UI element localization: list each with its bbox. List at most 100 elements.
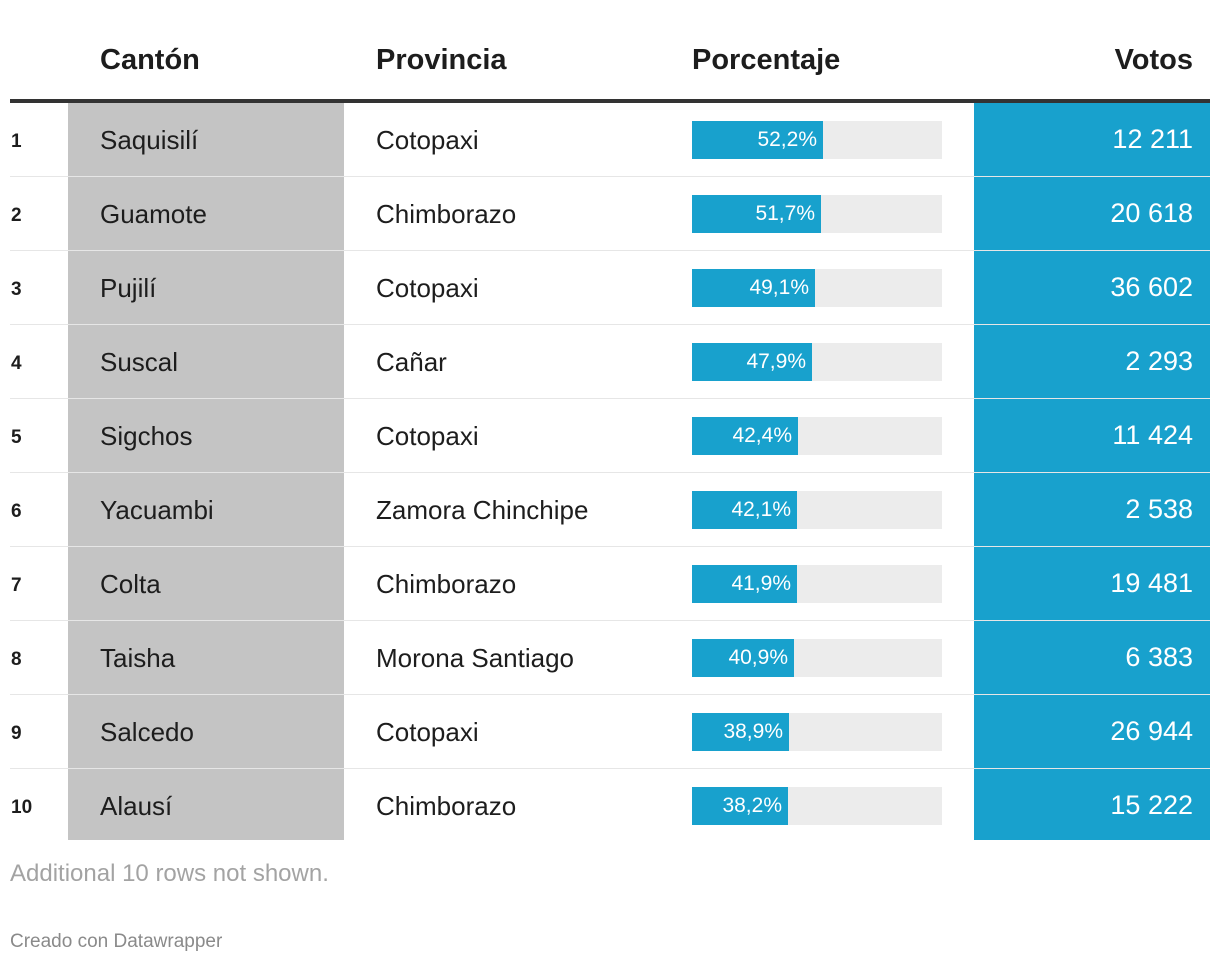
- row-canton: Saquisilí: [100, 125, 199, 155]
- header-provincia[interactable]: Provincia: [376, 44, 507, 76]
- percentage-bar: 41,9%: [692, 565, 797, 603]
- row-rank: 5: [11, 427, 22, 448]
- row-provincia: Chimborazo: [376, 569, 517, 599]
- percentage-label: 51,7%: [755, 202, 815, 225]
- row-votos: 11 424: [1112, 420, 1193, 450]
- header-votos[interactable]: Votos: [1114, 44, 1193, 76]
- row-votos: 19 481: [1110, 568, 1193, 598]
- row-votos: 15 222: [1110, 790, 1193, 820]
- rows-not-shown-note: Additional 10 rows not shown.: [10, 860, 329, 887]
- row-votos: 26 944: [1110, 716, 1193, 746]
- row-canton: Suscal: [100, 347, 179, 377]
- row-votos: 2 293: [1125, 346, 1193, 376]
- percentage-bar: 42,1%: [692, 491, 797, 529]
- table-rows: 1 Saquisilí Cotopaxi 52,2% 12 211 2 Guamote Chi…: [10, 103, 1210, 843]
- row-canton: Guamote: [100, 199, 207, 229]
- row-canton: Alausí: [100, 791, 173, 821]
- row-canton: Yacuambi: [100, 495, 214, 525]
- row-canton: Colta: [100, 569, 161, 599]
- percentage-bar-track: 40,9%: [692, 639, 942, 677]
- percentage-label: 42,4%: [732, 424, 792, 447]
- header-porcentaje[interactable]: Porcentaje: [692, 44, 841, 76]
- percentage-bar-track: 52,2%: [692, 121, 942, 159]
- row-canton: Pujilí: [100, 273, 157, 303]
- percentage-label: 49,1%: [749, 276, 809, 299]
- table-row: 3 Pujilí Cotopaxi 49,1% 36 602: [10, 251, 1210, 325]
- percentage-bar-track: 42,4%: [692, 417, 942, 455]
- percentage-bar-track: 38,2%: [692, 787, 942, 825]
- percentage-bar: 52,2%: [692, 121, 823, 159]
- percentage-bar: 51,7%: [692, 195, 821, 233]
- table-body: 1 Saquisilí Cotopaxi 52,2% 12 211 2 Guamote Chi…: [10, 103, 1210, 840]
- percentage-label: 41,9%: [731, 572, 791, 595]
- votos-column-highlight: [974, 103, 1210, 840]
- row-votos: 2 538: [1125, 494, 1193, 524]
- row-divider: [10, 398, 1210, 399]
- table-row: 7 Colta Chimborazo 41,9% 19 481: [10, 547, 1210, 621]
- credit-line: Creado con Datawrapper: [10, 931, 223, 952]
- row-provincia: Cotopaxi: [376, 273, 479, 303]
- percentage-bar: 47,9%: [692, 343, 812, 381]
- row-divider: [10, 546, 1210, 547]
- table-header: Cantón Provincia Porcentaje Votos: [10, 0, 1210, 103]
- row-rank: 1: [11, 131, 22, 152]
- row-divider: [10, 694, 1210, 695]
- row-rank: 4: [11, 353, 22, 374]
- percentage-bar-track: 38,9%: [692, 713, 942, 751]
- table-row: 8 Taisha Morona Santiago 40,9% 6 383: [10, 621, 1210, 695]
- percentage-bar: 42,4%: [692, 417, 798, 455]
- row-canton: Salcedo: [100, 717, 194, 747]
- percentage-label: 38,9%: [723, 720, 783, 743]
- row-divider: [10, 176, 1210, 177]
- percentage-bar: 38,9%: [692, 713, 789, 751]
- percentage-bar-track: 41,9%: [692, 565, 942, 603]
- percentage-label: 38,2%: [722, 794, 782, 817]
- percentage-bar-track: 49,1%: [692, 269, 942, 307]
- row-rank: 7: [11, 575, 22, 596]
- canton-column-highlight: [68, 103, 344, 840]
- table-row: 2 Guamote Chimborazo 51,7% 20 618: [10, 177, 1210, 251]
- row-rank: 3: [11, 279, 22, 300]
- row-votos: 36 602: [1110, 272, 1193, 302]
- row-canton: Sigchos: [100, 421, 193, 451]
- row-rank: 10: [11, 797, 33, 818]
- row-provincia: Chimborazo: [376, 199, 517, 229]
- percentage-label: 42,1%: [731, 498, 791, 521]
- row-provincia: Zamora Chinchipe: [376, 495, 589, 525]
- table-row: 6 Yacuambi Zamora Chinchipe 42,1% 2 538: [10, 473, 1210, 547]
- percentage-label: 47,9%: [746, 350, 806, 373]
- percentage-bar-track: 47,9%: [692, 343, 942, 381]
- row-provincia: Cotopaxi: [376, 125, 479, 155]
- row-votos: 6 383: [1125, 642, 1193, 672]
- table-row: 9 Salcedo Cotopaxi 38,9% 26 944: [10, 695, 1210, 769]
- row-divider: [10, 620, 1210, 621]
- row-provincia: Cañar: [376, 347, 447, 377]
- row-divider: [10, 472, 1210, 473]
- row-rank: 8: [11, 649, 22, 670]
- percentage-label: 52,2%: [757, 128, 817, 151]
- table-row: 10 Alausí Chimborazo 38,2% 15 222: [10, 769, 1210, 843]
- percentage-bar: 40,9%: [692, 639, 794, 677]
- table-row: 1 Saquisilí Cotopaxi 52,2% 12 211: [10, 103, 1210, 177]
- row-provincia: Cotopaxi: [376, 421, 479, 451]
- percentage-bar: 38,2%: [692, 787, 788, 825]
- percentage-bar-track: 42,1%: [692, 491, 942, 529]
- row-rank: 9: [11, 723, 22, 744]
- header-canton[interactable]: Cantón: [100, 44, 200, 76]
- table-row: 4 Suscal Cañar 47,9% 2 293: [10, 325, 1210, 399]
- row-divider: [10, 250, 1210, 251]
- row-provincia: Cotopaxi: [376, 717, 479, 747]
- row-divider: [10, 324, 1210, 325]
- row-rank: 6: [11, 501, 22, 522]
- row-votos: 12 211: [1112, 124, 1193, 154]
- row-divider: [10, 768, 1210, 769]
- row-votos: 20 618: [1110, 198, 1193, 228]
- percentage-bar: 49,1%: [692, 269, 815, 307]
- percentage-label: 40,9%: [728, 646, 788, 669]
- results-table: Cantón Provincia Porcentaje Votos 1 Saqui…: [10, 0, 1210, 840]
- table-row: 5 Sigchos Cotopaxi 42,4% 11 424: [10, 399, 1210, 473]
- row-canton: Taisha: [100, 643, 176, 673]
- row-provincia: Morona Santiago: [376, 643, 575, 673]
- row-provincia: Chimborazo: [376, 791, 517, 821]
- percentage-bar-track: 51,7%: [692, 195, 942, 233]
